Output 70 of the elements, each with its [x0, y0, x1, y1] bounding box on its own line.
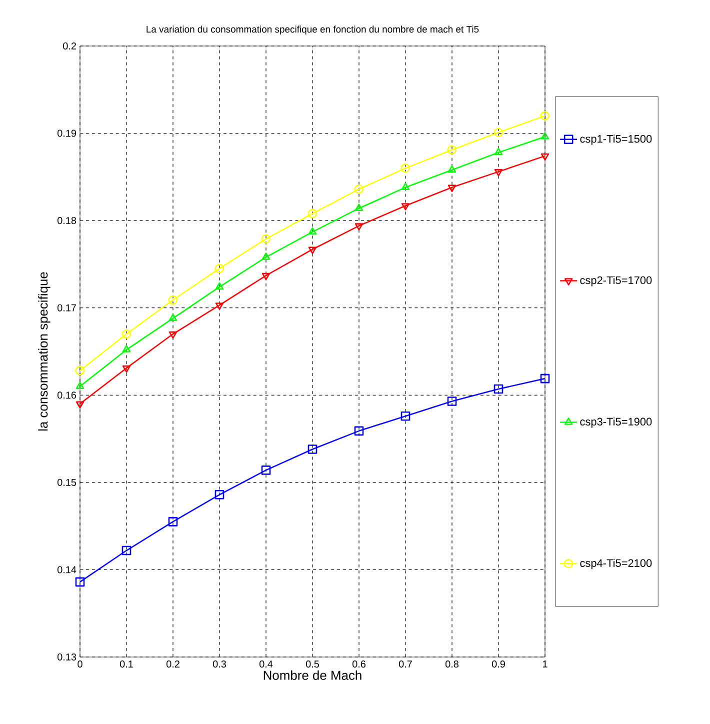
point: [448, 165, 456, 173]
y-tick-label: 0.13: [57, 653, 76, 661]
y-tick-label: 0.14: [57, 566, 76, 574]
point: [122, 345, 131, 352]
x-tick-label: 0.1: [120, 660, 133, 668]
y-tick-label: 0.16: [57, 392, 76, 399]
chart-title: La variation du consommation specifique en fonction du nombre de mach et Ti5: [146, 26, 479, 34]
point: [168, 295, 178, 305]
point: [354, 223, 364, 230]
x-tick-label: 0.8: [445, 660, 458, 668]
point: [261, 234, 271, 244]
point: [494, 169, 503, 176]
x-tick-label: 0.7: [398, 660, 412, 668]
point: [401, 182, 410, 190]
x-tick-label: 0.9: [492, 660, 505, 668]
point: [76, 382, 84, 390]
point: [540, 111, 550, 120]
point: [354, 204, 364, 211]
point: [168, 331, 178, 339]
y-tick-label: 0.19: [57, 130, 76, 137]
y-tick-label: 0.15: [57, 478, 76, 486]
legend-label: csp3-Ti5=1900: [580, 417, 652, 428]
y-tick-label: 0.2: [63, 42, 76, 50]
point: [540, 153, 550, 161]
point: [494, 148, 503, 156]
x-tick-label: 0.3: [212, 660, 226, 668]
point: [308, 227, 317, 235]
point: [354, 426, 364, 436]
legend-label: csp4-Ti5=2100: [580, 558, 652, 570]
point: [354, 184, 364, 194]
point: [540, 374, 550, 384]
point: [122, 329, 132, 339]
point: [168, 314, 178, 321]
x-tick-label: 0.2: [166, 660, 180, 668]
x-axis-title: Nombre de Mach: [264, 670, 362, 680]
point: [262, 272, 270, 280]
point: [448, 184, 456, 192]
point: [215, 282, 224, 290]
point: [215, 302, 224, 310]
point: [447, 396, 457, 406]
point: [400, 411, 410, 421]
x-tick-label: 1: [543, 660, 548, 668]
point: [308, 444, 318, 454]
x-tick-label: 0.4: [259, 660, 273, 668]
point: [494, 384, 504, 394]
point: [540, 132, 550, 140]
x-tick-label: 0: [78, 660, 82, 668]
point: [76, 401, 84, 409]
point: [122, 546, 132, 556]
point: [401, 203, 410, 210]
point: [214, 264, 224, 274]
point: [122, 365, 131, 373]
legend-label: csp1-Ti5=1500: [580, 134, 652, 145]
point: [308, 246, 317, 254]
y-tick-label: 0.17: [57, 304, 76, 312]
point: [308, 208, 318, 218]
legend-label: csp2-Ti5=1700: [580, 276, 652, 286]
y-axis-title: la consommation specifique: [38, 272, 50, 431]
point: [214, 490, 224, 500]
point: [75, 366, 85, 376]
x-tick-label: 0.6: [352, 660, 366, 668]
point: [75, 577, 85, 587]
point: [262, 252, 270, 260]
point: [494, 128, 504, 138]
point: [447, 145, 457, 155]
point: [261, 466, 271, 475]
x-tick-label: 0.5: [306, 660, 320, 668]
point: [400, 164, 410, 173]
y-tick-label: 0.18: [57, 217, 76, 224]
point: [168, 517, 178, 526]
